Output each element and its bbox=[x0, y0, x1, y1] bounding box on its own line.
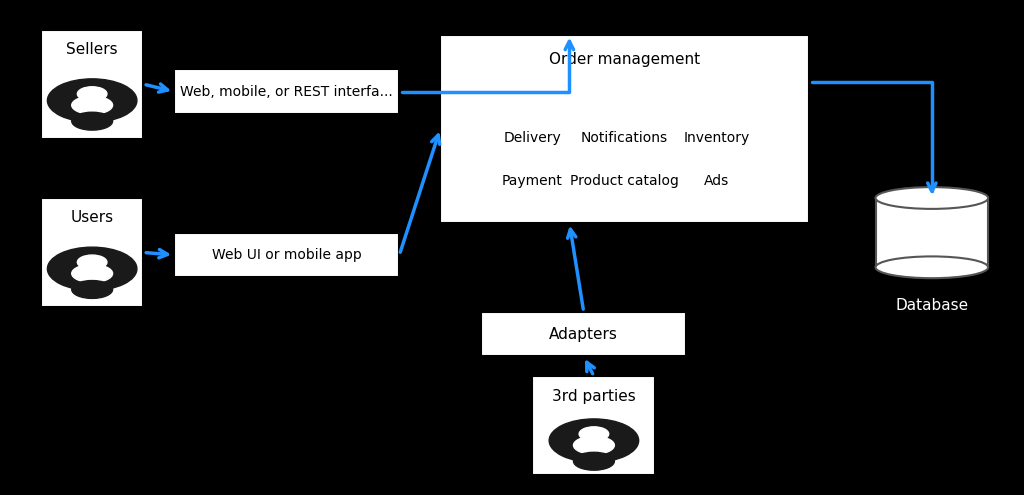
Ellipse shape bbox=[72, 96, 113, 114]
Text: Notifications: Notifications bbox=[581, 131, 669, 145]
Text: Web, mobile, or REST interfa...: Web, mobile, or REST interfa... bbox=[180, 85, 393, 99]
Ellipse shape bbox=[876, 256, 988, 278]
Text: Delivery: Delivery bbox=[504, 131, 561, 145]
Ellipse shape bbox=[876, 187, 988, 209]
FancyBboxPatch shape bbox=[481, 312, 686, 356]
Text: Users: Users bbox=[71, 210, 114, 225]
Text: Payment: Payment bbox=[502, 174, 563, 189]
Ellipse shape bbox=[72, 264, 113, 283]
Ellipse shape bbox=[573, 452, 614, 470]
Text: Adapters: Adapters bbox=[549, 327, 618, 342]
FancyBboxPatch shape bbox=[41, 30, 143, 139]
FancyBboxPatch shape bbox=[41, 198, 143, 307]
Circle shape bbox=[549, 419, 639, 462]
Ellipse shape bbox=[72, 112, 113, 130]
Text: 3rd parties: 3rd parties bbox=[552, 389, 636, 403]
Circle shape bbox=[78, 255, 106, 269]
Circle shape bbox=[580, 427, 608, 441]
Text: Database: Database bbox=[895, 298, 969, 313]
FancyBboxPatch shape bbox=[532, 376, 655, 475]
FancyBboxPatch shape bbox=[876, 198, 988, 267]
Text: Sellers: Sellers bbox=[67, 42, 118, 57]
Circle shape bbox=[78, 87, 106, 101]
Text: Order management: Order management bbox=[549, 52, 700, 67]
Text: Web UI or mobile app: Web UI or mobile app bbox=[212, 248, 361, 262]
Circle shape bbox=[47, 79, 137, 122]
FancyBboxPatch shape bbox=[174, 233, 399, 277]
Text: Ads: Ads bbox=[705, 174, 729, 189]
Text: Product catalog: Product catalog bbox=[570, 174, 679, 189]
Circle shape bbox=[47, 247, 137, 291]
FancyBboxPatch shape bbox=[174, 69, 399, 114]
FancyBboxPatch shape bbox=[440, 35, 809, 223]
Text: Inventory: Inventory bbox=[684, 131, 750, 145]
Ellipse shape bbox=[72, 281, 113, 298]
Ellipse shape bbox=[573, 436, 614, 454]
